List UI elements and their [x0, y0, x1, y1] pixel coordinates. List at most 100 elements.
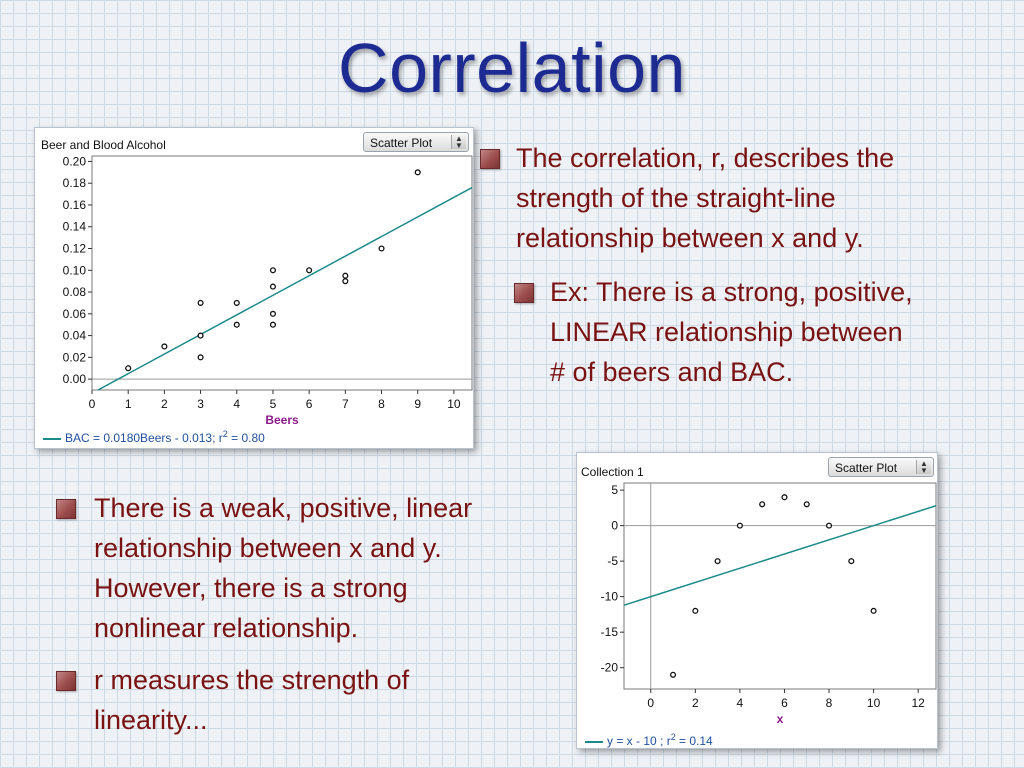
- y-tick-label: 0.18: [63, 176, 87, 190]
- plot-type-select[interactable]: Scatter Plot ▲ ▼: [828, 457, 934, 477]
- r2-value: = 0.80: [227, 431, 265, 445]
- x-tick-label: 7: [342, 397, 349, 411]
- x-tick-label: 8: [826, 696, 833, 710]
- x-tick-label: 6: [781, 696, 788, 710]
- regression-line: [97, 186, 473, 391]
- x-tick-label: 6: [306, 397, 313, 411]
- data-point: [414, 169, 421, 176]
- bullet-weak-linear: There is a weak, positive, linear relati…: [56, 488, 572, 650]
- data-point: [848, 558, 855, 565]
- equation-text: BAC = 0.0180Beers - 0.013; r: [65, 431, 223, 445]
- data-point: [197, 299, 204, 306]
- bullet-line: nonlinear relationship.: [94, 613, 359, 643]
- chevron-updown-icon[interactable]: ▲ ▼: [451, 135, 466, 150]
- r2-superscript: 2: [670, 732, 676, 742]
- data-point: [825, 522, 833, 529]
- x-tick-label: 0: [647, 696, 654, 710]
- data-point: [669, 671, 677, 678]
- y-tick-label: -10: [601, 590, 619, 604]
- data-point: [306, 267, 313, 274]
- plot-frame: [623, 482, 937, 690]
- beer-scatter-plot: 0.00 0.02 0.04 0.06 0.08 0.10 0.12 0.14 0.16 0.18…: [63, 154, 473, 427]
- y-tick-label: 0.10: [63, 263, 87, 277]
- data-point: [269, 267, 277, 274]
- x-tick-label: 4: [737, 696, 744, 710]
- x-tick-label: 0: [89, 397, 96, 411]
- data-point: [233, 321, 240, 328]
- fit-line-swatch: [585, 740, 603, 743]
- regression-equation: BAC = 0.0180Beers - 0.013; r2 = 0.80: [43, 429, 265, 445]
- collection-chart-panel: Collection 1 Scatter Plot ▲ ▼ 5 0 -5 -10 -15 -…: [576, 452, 938, 749]
- x-tick-label: 9: [414, 397, 421, 411]
- r2-value: = 0.14: [675, 734, 713, 748]
- x-tick-label: 2: [161, 397, 168, 411]
- bullet-line: There is a weak, positive, linear: [94, 493, 473, 523]
- x-tick-label: 10: [867, 696, 881, 710]
- y-tick-label: 0.20: [63, 154, 87, 168]
- square-bullet-icon: [56, 671, 76, 691]
- data-point: [714, 558, 721, 565]
- data-point: [233, 299, 240, 306]
- plot-type-value: Scatter Plot: [835, 461, 898, 475]
- slide-title: Correlation: [338, 29, 686, 107]
- square-bullet-icon: [514, 283, 534, 303]
- square-bullet-icon: [480, 149, 500, 169]
- bullet-line: r measures the strength of: [94, 665, 410, 695]
- r2-superscript: 2: [222, 429, 228, 439]
- bullet-line: relationship between x and y.: [516, 223, 864, 253]
- data-point: [269, 310, 277, 317]
- x-axis-label: x: [777, 712, 784, 726]
- data-point: [197, 354, 204, 361]
- y-tick-label: 0.08: [63, 285, 87, 299]
- data-point: [803, 501, 810, 508]
- data-point: [378, 245, 385, 252]
- data-point: [269, 321, 277, 328]
- bullet-r-measures: r measures the strength of linearity...: [56, 660, 556, 742]
- bullet-line: However, there is a strong: [94, 573, 408, 603]
- x-tick-label: 5: [270, 397, 277, 411]
- y-tick-label: 0.14: [63, 220, 87, 234]
- regression-line: [623, 505, 937, 606]
- y-tick-label: 0: [611, 519, 618, 533]
- beer-chart-panel: Beer and Blood Alcohol Scatter Plot ▲ ▼ 0…: [34, 127, 474, 449]
- y-tick-label: -20: [601, 661, 619, 675]
- y-tick-label: 0.02: [63, 350, 87, 364]
- bullet-line: The correlation, r, describes the: [516, 143, 895, 173]
- y-tick-label: -5: [607, 554, 618, 568]
- y-tick-label: 0.04: [63, 329, 87, 343]
- chevron-updown-icon[interactable]: ▲ ▼: [916, 460, 931, 475]
- x-tick-label: 8: [378, 397, 385, 411]
- fit-line-swatch: [43, 437, 61, 440]
- y-tick-label: 0.12: [63, 242, 87, 256]
- data-point: [736, 522, 743, 529]
- y-tick-label: 0.00: [63, 372, 87, 386]
- regression-equation: y = x - 10 ; r2 = 0.14: [585, 732, 713, 748]
- plot-frame: [91, 155, 473, 391]
- x-tick-label: 12: [911, 696, 925, 710]
- data-point: [161, 343, 168, 350]
- x-tick-label: 10: [447, 397, 461, 411]
- bullet-line: LINEAR relationship between: [550, 317, 903, 347]
- chart-title: Beer and Blood Alcohol: [41, 138, 166, 152]
- collection-scatter-plot: 5 0 -5 -10 -15 -20 0 2 4 6 8 10 12 x: [601, 482, 937, 726]
- data-point: [781, 494, 788, 501]
- bullet-correlation-definition: The correlation, r, describes the streng…: [480, 138, 1020, 260]
- data-point: [125, 365, 132, 372]
- y-tick-label: -15: [601, 625, 619, 639]
- bullet-line: Ex: There is a strong, positive,: [550, 277, 913, 307]
- bullet-line: linearity...: [94, 705, 208, 735]
- x-tick-label: 2: [692, 696, 699, 710]
- x-tick-label: 3: [197, 397, 204, 411]
- plot-type-select[interactable]: Scatter Plot ▲ ▼: [363, 132, 469, 152]
- chart-title: Collection 1: [581, 465, 644, 479]
- y-tick-label: 0.16: [63, 198, 87, 212]
- data-point: [342, 278, 349, 285]
- data-point: [759, 501, 766, 508]
- y-tick-label: 0.06: [63, 307, 87, 321]
- square-bullet-icon: [56, 499, 76, 519]
- data-point: [692, 607, 699, 614]
- data-point: [342, 272, 349, 279]
- data-point: [269, 283, 277, 290]
- data-point: [197, 332, 204, 339]
- x-tick-label: 4: [233, 397, 240, 411]
